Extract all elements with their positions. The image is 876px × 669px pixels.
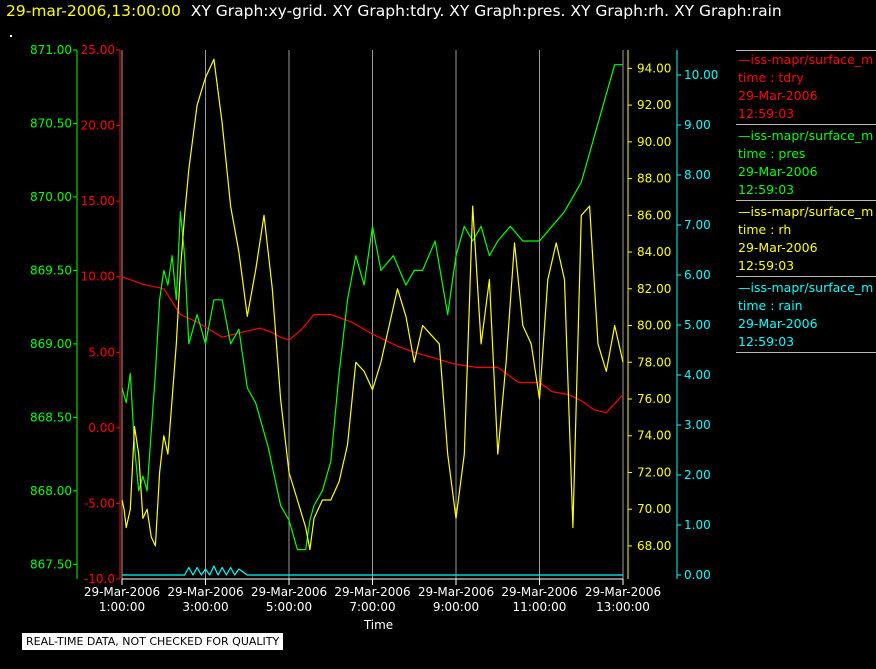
- x-tick-label: 29-Mar-2006: [167, 585, 243, 599]
- rain-tick-label: 10.00: [684, 68, 718, 82]
- legend-item-rh: —iss-mapr/surface_m time : rh 29-Mar-200…: [736, 203, 876, 277]
- rh-tick-label: 82.00: [637, 282, 671, 296]
- x-tick-label: 13:00:00: [596, 600, 650, 614]
- legend-source: —iss-mapr/surface_m: [738, 128, 874, 143]
- legend-source: —iss-mapr/surface_m: [738, 280, 874, 295]
- x-tick-label: 29-Mar-2006: [585, 585, 661, 599]
- legend-var: time : rh: [738, 222, 792, 237]
- pres-tick-label: 869.00: [30, 337, 72, 351]
- tdry-tick-label: 10.00: [81, 270, 115, 284]
- legend-var: time : pres: [738, 146, 806, 161]
- rain-tick-label: 6.00: [684, 268, 711, 282]
- pres-tick-label: 868.00: [30, 484, 72, 498]
- pres-tick-label: 870.00: [30, 190, 72, 204]
- tdry-tick-label: 20.00: [81, 119, 115, 133]
- legend-item-rain: —iss-mapr/surface_m time : rain 29-Mar-2…: [736, 279, 876, 353]
- legend-date: 29-Mar-2006: [738, 88, 818, 103]
- rh-tick-label: 76.00: [637, 392, 671, 406]
- rain-tick-label: 3.00: [684, 418, 711, 432]
- rain-tick-label: 4.00: [684, 368, 711, 382]
- rh-tick-label: 94.00: [637, 61, 671, 75]
- pres-tick-label: 869.50: [30, 263, 72, 277]
- rh-tick-label: 68.00: [637, 539, 671, 553]
- legend-item-tdry: —iss-mapr/surface_m time : tdry 29-Mar-2…: [736, 50, 876, 125]
- series-line-pres: [121, 64, 623, 551]
- legend-var: time : rain: [738, 298, 803, 313]
- x-tick-label: 5:00:00: [266, 600, 312, 614]
- rh-tick-label: 70.00: [637, 502, 671, 516]
- x-tick-label: 9:00:00: [433, 600, 479, 614]
- legend-item-pres: —iss-mapr/surface_m time : pres 29-Mar-2…: [736, 127, 876, 201]
- series-line-rh: [121, 58, 624, 551]
- x-tick-label: 29-Mar-2006: [501, 585, 577, 599]
- series-line-rain: [122, 565, 623, 576]
- graph-titles: XY Graph:xy-grid. XY Graph:tdry. XY Grap…: [190, 2, 782, 20]
- pres-tick-label: 868.50: [30, 410, 72, 424]
- x-tick-label: 29-Mar-2006: [418, 585, 494, 599]
- rh-tick-label: 90.00: [637, 135, 671, 149]
- rh-tick-label: 78.00: [637, 355, 671, 369]
- legend-date: 29-Mar-2006: [738, 240, 818, 255]
- tdry-tick-label: 25.00: [81, 43, 115, 57]
- timestamp: 29-mar-2006,13:00:00: [6, 2, 181, 20]
- x-tick-label: 29-Mar-2006: [334, 585, 410, 599]
- rh-tick-label: 72.00: [637, 465, 671, 479]
- quality-note: REAL-TIME DATA, NOT CHECKED FOR QUALITY: [21, 632, 285, 651]
- legend-var: time : tdry: [738, 70, 804, 85]
- legend-time: 12:59:03: [738, 258, 795, 273]
- tdry-tick-label: -5.00: [84, 496, 115, 510]
- x-tick-label: 11:00:00: [513, 600, 567, 614]
- tdry-tick-label: 0.00: [88, 421, 115, 435]
- x-tick-label: 1:00:00: [99, 600, 145, 614]
- legend-date: 29-Mar-2006: [738, 164, 818, 179]
- rain-tick-label: 0.00: [684, 568, 711, 582]
- legend-time: 12:59:03: [738, 334, 795, 349]
- rh-tick-label: 92.00: [637, 98, 671, 112]
- rain-tick-label: 7.00: [684, 218, 711, 232]
- tdry-tick-label: -10.0: [84, 572, 115, 586]
- rain-tick-label: 5.00: [684, 318, 711, 332]
- x-tick-label: 29-Mar-2006: [84, 585, 160, 599]
- legend-source: —iss-mapr/surface_m: [738, 52, 874, 67]
- legend-time: 12:59:03: [738, 106, 795, 121]
- rain-tick-label: 9.00: [684, 118, 711, 132]
- legend: —iss-mapr/surface_m time : tdry 29-Mar-2…: [736, 50, 876, 355]
- x-tick-label: 7:00:00: [349, 600, 395, 614]
- rh-tick-label: 86.00: [637, 208, 671, 222]
- tdry-tick-label: 15.00: [81, 194, 115, 208]
- rain-tick-label: 2.00: [684, 468, 711, 482]
- marker-dot: [10, 35, 12, 37]
- legend-time: 12:59:03: [738, 182, 795, 197]
- pres-tick-label: 870.50: [30, 116, 72, 130]
- rh-tick-label: 80.00: [637, 319, 671, 333]
- legend-date: 29-Mar-2006: [738, 316, 818, 331]
- rain-tick-label: 8.00: [684, 168, 711, 182]
- pres-tick-label: 867.50: [30, 557, 72, 571]
- pres-tick-label: 871.00: [30, 43, 72, 57]
- series-line-tdry: [121, 276, 624, 414]
- rh-tick-label: 88.00: [637, 172, 671, 186]
- x-tick-label: 3:00:00: [182, 600, 228, 614]
- rh-tick-label: 74.00: [637, 429, 671, 443]
- x-axis-label: Time: [363, 618, 393, 632]
- x-tick-label: 29-Mar-2006: [251, 585, 327, 599]
- rain-tick-label: 1.00: [684, 518, 711, 532]
- tdry-tick-label: 5.00: [88, 345, 115, 359]
- rh-tick-label: 84.00: [637, 245, 671, 259]
- header: 29-mar-2006,13:00:00 XY Graph:xy-grid. X…: [6, 2, 782, 20]
- legend-source: —iss-mapr/surface_m: [738, 204, 874, 219]
